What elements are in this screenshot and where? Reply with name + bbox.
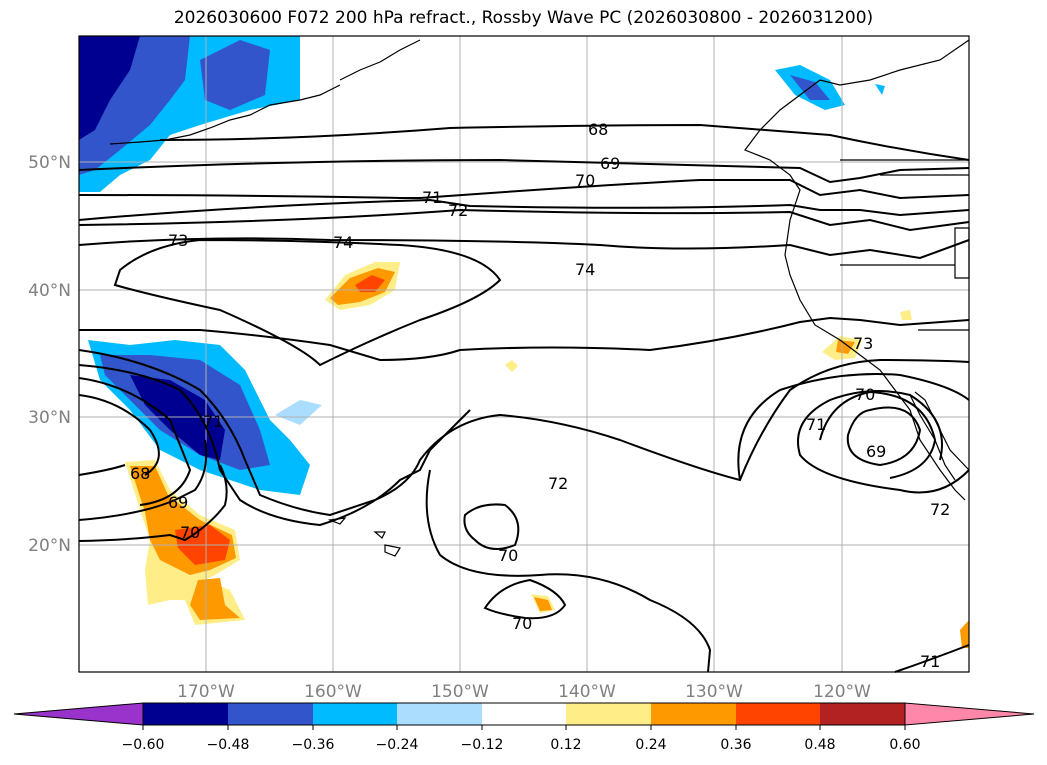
- lon-tick-labels: 170°W 160°W 150°W 140°W 130°W 120°W: [177, 682, 871, 702]
- contour-label: 72: [930, 500, 950, 519]
- map-title: 2026030600 F072 200 hPa refract., Rossby…: [173, 8, 874, 28]
- contour-label: 70: [855, 385, 875, 404]
- colorbar-segment: [820, 703, 905, 725]
- lon-tick-label: 120°W: [813, 682, 871, 702]
- contour-label: 74: [333, 233, 353, 252]
- lon-tick-label: 150°W: [431, 682, 489, 702]
- colorbar-tick-label: 0.60: [889, 737, 920, 753]
- colorbar-segment: [228, 703, 313, 725]
- gridlines: [79, 36, 969, 672]
- contour-label: 71: [920, 652, 940, 671]
- colorbar-segment: [397, 703, 482, 725]
- colorbar-tick-label: 0.12: [550, 737, 581, 753]
- lat-tick-label: 40°N: [28, 281, 71, 301]
- lat-tick-label: 20°N: [28, 536, 71, 556]
- contour-label: 70: [512, 614, 532, 633]
- contour-label: 70: [498, 546, 518, 565]
- lat-tick-labels: 50°N 40°N 30°N 20°N: [28, 153, 71, 556]
- colorbar-tick-label: −0.24: [376, 737, 419, 753]
- contour-label: 71: [203, 412, 223, 431]
- lon-tick-label: 140°W: [558, 682, 616, 702]
- colorbar-segment: [143, 703, 228, 725]
- contour-label: 72: [448, 201, 468, 220]
- colorbar-extend-low: [13, 702, 144, 726]
- contour-label: 68: [588, 120, 608, 139]
- colorbar-segment: [482, 703, 566, 725]
- contour-label: 69: [168, 493, 188, 512]
- contour-labels: 68 69 70 71 72 73 74 74 73 70 71 69 72 7…: [130, 120, 950, 671]
- colorbar-tick-label: 0.24: [635, 737, 666, 753]
- colorbar-tick-label: −0.36: [292, 737, 335, 753]
- contour-label: 72: [548, 474, 568, 493]
- colorbar-tick-label: 0.36: [720, 737, 751, 753]
- contour-label: 73: [853, 334, 873, 353]
- colorbar-extend-high: [904, 702, 1035, 726]
- contour-label: 73: [168, 231, 188, 250]
- contour-label: 69: [866, 442, 886, 461]
- contour-label: 70: [575, 171, 595, 190]
- lat-tick-label: 50°N: [28, 153, 71, 173]
- colorbar-segment: [566, 703, 651, 725]
- colorbar-tick-label: −0.60: [122, 737, 165, 753]
- colorbar-tick-label: 0.48: [804, 737, 835, 753]
- contour-label: 70: [180, 523, 200, 542]
- contour-lines: [78, 123, 970, 673]
- lon-tick-label: 160°W: [304, 682, 362, 702]
- colorbar-tick-label: −0.48: [207, 737, 250, 753]
- map-frame: [78, 35, 970, 673]
- contour-label: 74: [575, 260, 595, 279]
- contour-label: 71: [422, 188, 442, 207]
- lon-tick-label: 170°W: [177, 682, 235, 702]
- colorbar-segment: [651, 703, 736, 725]
- lon-tick-label: 130°W: [685, 682, 743, 702]
- colorbar-tick-label: −0.12: [461, 737, 504, 753]
- colorbar: −0.60 −0.48 −0.36 −0.24 −0.12 0.12 0.24 …: [13, 702, 1035, 753]
- lat-tick-label: 30°N: [28, 408, 71, 428]
- contour-label: 68: [130, 464, 150, 483]
- contour-label: 69: [600, 154, 620, 173]
- contour-label: 71: [806, 415, 826, 434]
- colorbar-segment: [736, 703, 820, 725]
- colorbar-segment: [313, 703, 397, 725]
- map-panel: 68 69 70 71 72 73 74 74 73 70 71 69 72 7…: [78, 35, 970, 673]
